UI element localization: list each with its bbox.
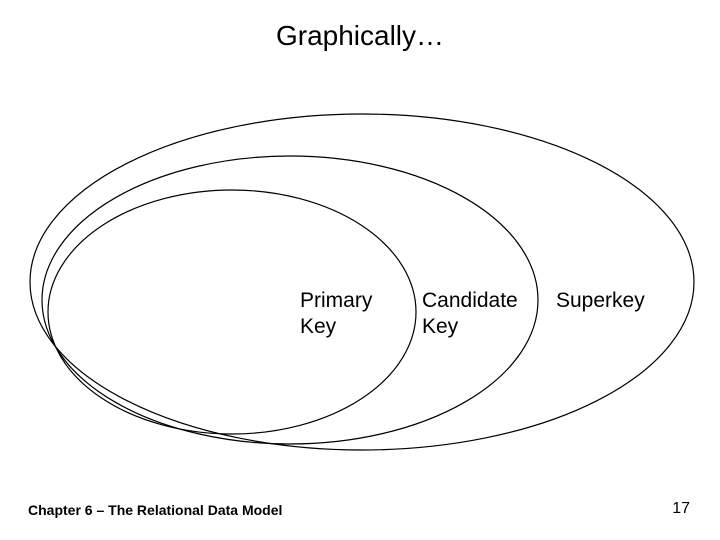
- page-number: 17: [672, 500, 690, 518]
- label-line2: Key: [300, 315, 336, 338]
- label-candidate-key: Candidate Key: [422, 288, 518, 341]
- footer-chapter: Chapter 6 – The Relational Data Model: [28, 502, 282, 518]
- label-line1: Superkey: [556, 289, 645, 312]
- label-line1: Candidate: [422, 289, 518, 312]
- label-line2: Key: [422, 315, 458, 338]
- label-line1: Primary: [300, 289, 372, 312]
- venn-diagram: [0, 0, 720, 540]
- label-superkey: Superkey: [556, 288, 645, 314]
- ellipse-superkey: [30, 114, 694, 450]
- label-primary-key: Primary Key: [300, 288, 372, 341]
